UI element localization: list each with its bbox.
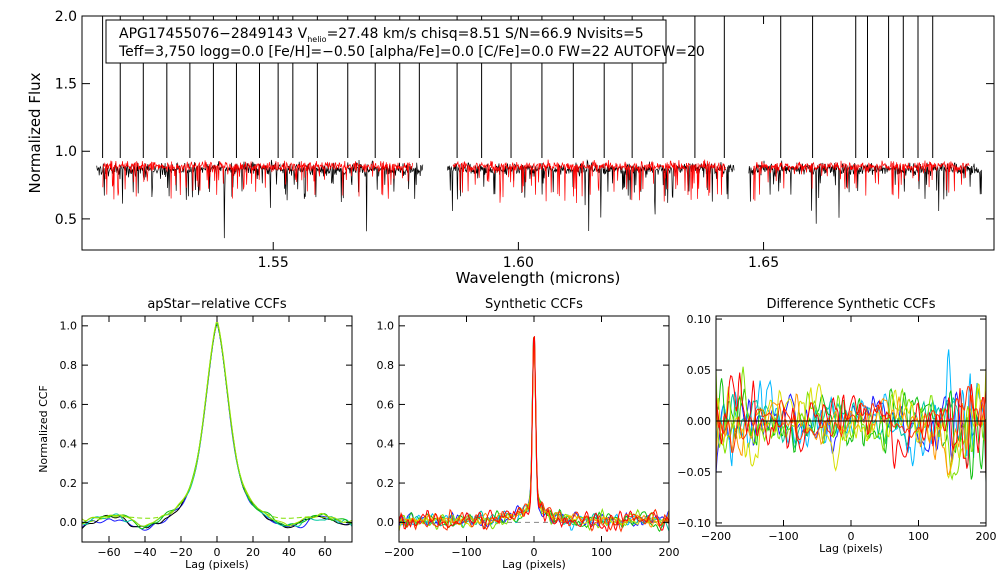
y-tick-label: 2.0 <box>55 9 77 25</box>
annotation-text-part: =27.48 km/s chisq=8.51 S/N=66.9 Nvisits=… <box>327 26 644 42</box>
x-tick-label: 200 <box>659 546 680 559</box>
ccf-mean-dashed-line <box>82 324 352 525</box>
y-tick-label: 0.4 <box>60 438 78 451</box>
x-tick-label: −100 <box>451 546 481 559</box>
plot-area <box>716 349 986 483</box>
y-tick-label: 0.10 <box>687 313 712 326</box>
y-tick-label: −0.10 <box>677 517 711 530</box>
y-tick-label: 0.00 <box>687 415 712 428</box>
x-tick-label: −200 <box>701 530 731 543</box>
difference-ccf-line <box>716 393 986 476</box>
y-tick-label: 1.0 <box>55 144 77 160</box>
synthetic-ccf-line <box>399 344 669 528</box>
x-tick-label: −200 <box>384 546 414 559</box>
difference-ccf-line <box>716 393 986 483</box>
y-tick-label: 0.0 <box>60 516 78 529</box>
y-tick-label: 0.5 <box>55 212 77 228</box>
y-tick-label: 1.0 <box>60 320 78 333</box>
annotation-text-part: APG17455076−2849143 V <box>119 26 308 42</box>
axes-frame <box>81 15 995 251</box>
annotation-box: APG17455076−2849143 Vhelio=27.48 km/s ch… <box>105 19 705 64</box>
difference-ccf-panel: −200 −100 0 100 200 −0.10 −0.05 0.00 0.05 0.10 Lag… <box>677 297 996 555</box>
ccf-visit-line <box>82 324 352 530</box>
synthetic-ccf-panel: −200 −100 0 100 200 0.0 0.2 0.4 0.6 0.8 1.0 Lag (pi… <box>377 297 680 571</box>
y-tick-label: 1.5 <box>55 77 77 93</box>
synthetic-ccf-line <box>399 337 669 532</box>
difference-ccf-line <box>716 366 986 481</box>
difference-ccf-line <box>716 372 986 482</box>
ccf-visit-line <box>82 322 352 530</box>
y-tick-label: 0.6 <box>377 398 395 411</box>
y-tick-label: 0.4 <box>377 438 395 451</box>
panel-title: Difference Synthetic CCFs <box>766 297 935 312</box>
plot-area <box>399 336 669 533</box>
ccf-visit-line <box>82 322 352 527</box>
plot-area <box>82 322 352 531</box>
x-tick-label: 60 <box>318 546 332 559</box>
difference-ccf-line <box>716 386 986 453</box>
axes-frame <box>81 315 353 543</box>
model-spectrum-line <box>753 160 970 201</box>
annotation-text-part: helio <box>307 35 326 44</box>
synthetic-ccf-line <box>399 341 669 532</box>
synthetic-ccf-line <box>399 337 669 532</box>
x-tick-label: 1.65 <box>748 255 779 271</box>
x-tick-label: 1.60 <box>503 255 534 271</box>
x-tick-label: 20 <box>246 546 260 559</box>
x-axis-label: Lag (pixels) <box>819 542 883 555</box>
y-axis-label: Normalized CCF <box>37 385 50 473</box>
y-tick-label: 0.05 <box>687 364 712 377</box>
spectrum-panel: 1.55 1.60 1.65 0.5 1.0 1.5 2.0 Wavelength (micr… <box>26 9 995 287</box>
ccf-visit-line <box>82 323 352 528</box>
model-spectrum-line <box>452 159 726 204</box>
panel-title: apStar−relative CCFs <box>147 297 287 312</box>
annotation-line-1: APG17455076−2849143 Vhelio=27.48 km/s ch… <box>119 26 644 44</box>
x-tick-label: 40 <box>282 546 296 559</box>
x-tick-label: −60 <box>97 546 120 559</box>
synthetic-ccf-line <box>399 339 669 533</box>
x-tick-label: 0 <box>531 546 538 559</box>
y-tick-label: 0.0 <box>377 516 395 529</box>
y-tick-label: 1.0 <box>377 320 395 333</box>
synthetic-ccf-line <box>399 337 669 531</box>
x-tick-label: −20 <box>169 546 192 559</box>
x-tick-label: 100 <box>591 546 612 559</box>
x-tick-label: −40 <box>133 546 156 559</box>
x-axis-label: Wavelength (microns) <box>456 269 621 287</box>
y-tick-label: 0.8 <box>60 359 78 372</box>
synthetic-ccf-line <box>399 340 669 533</box>
y-tick-label: 0.2 <box>377 477 395 490</box>
x-tick-label: 1.55 <box>258 255 289 271</box>
axes-frame <box>398 315 670 543</box>
x-tick-label: 0 <box>214 546 221 559</box>
x-tick-label: 0 <box>848 530 855 543</box>
x-tick-label: 100 <box>908 530 929 543</box>
y-axis-label: Normalized Flux <box>26 72 44 193</box>
x-axis-label: Lag (pixels) <box>502 558 566 571</box>
apstar-ccf-panel: −60 −40 −20 0 20 40 60 0.0 0.2 0.4 0.6 0.8 1.0 Lag (p… <box>37 297 353 571</box>
y-tick-label: 0.8 <box>377 359 395 372</box>
y-tick-label: 0.2 <box>60 477 78 490</box>
ccf-visit-line <box>82 325 352 531</box>
panel-title: Synthetic CCFs <box>485 297 583 312</box>
y-tick-label: −0.05 <box>677 466 711 479</box>
y-tick-label: 0.6 <box>60 398 78 411</box>
synthetic-ccf-line <box>399 338 669 532</box>
model-spectrum-line <box>102 160 413 200</box>
x-tick-label: 200 <box>976 530 997 543</box>
synthetic-ccf-line <box>399 336 669 532</box>
annotation-line-2: Teff=3,750 logg=0.0 [Fe/H]=−0.50 [alpha/… <box>118 44 705 60</box>
annotation-frame <box>105 19 667 64</box>
x-tick-label: −100 <box>768 530 798 543</box>
x-axis-label: Lag (pixels) <box>185 558 249 571</box>
